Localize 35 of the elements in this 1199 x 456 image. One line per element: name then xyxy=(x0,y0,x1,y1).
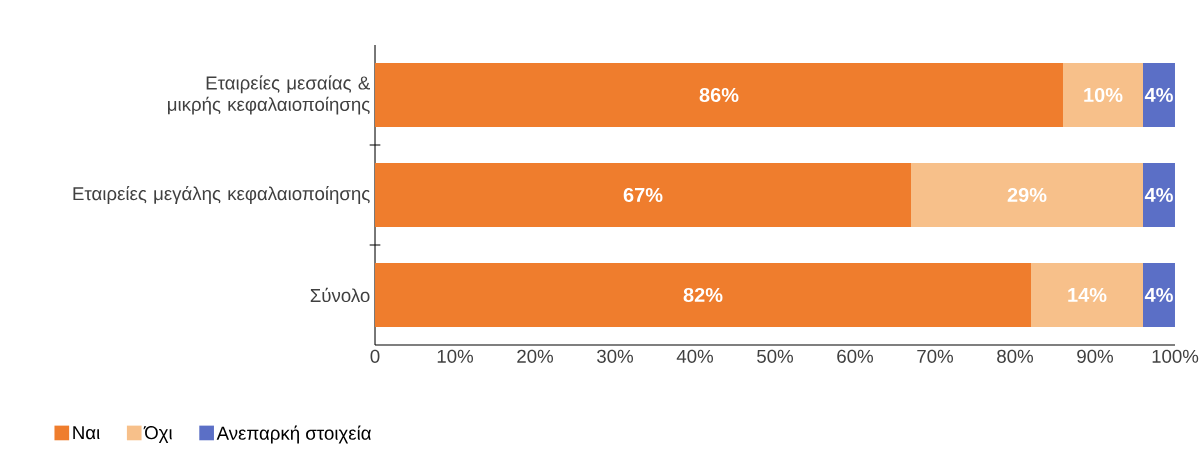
data-label: 4% xyxy=(1144,87,1173,103)
x-tick-label: 40% xyxy=(676,349,714,363)
x-tick-label: 80% xyxy=(997,349,1034,363)
data-label: 29% xyxy=(1007,187,1047,203)
data-label: 4% xyxy=(1144,187,1173,203)
legend-label: Ναι xyxy=(73,426,100,440)
bar xyxy=(375,262,1031,327)
bar xyxy=(1143,262,1175,327)
bar xyxy=(1063,62,1143,127)
x-tick-label: 10% xyxy=(437,349,474,363)
y-tick-label: Εταιρείες μεσαίας & μικρής κεφαλαιοποίησης xyxy=(168,75,370,115)
bar xyxy=(375,163,911,227)
x-tick-label: 100% xyxy=(1152,349,1199,363)
bar xyxy=(1143,163,1175,227)
bar xyxy=(375,62,1063,127)
y-tick-label: Εταιρείες μεγάλης κεφαλαιοποίησης xyxy=(73,186,370,204)
data-label: 67% xyxy=(623,187,663,203)
x-tick-label: 90% xyxy=(1077,349,1114,363)
x-tick-label: 60% xyxy=(837,349,874,363)
data-label: 14% xyxy=(1068,287,1107,303)
legend-label: Ανεπαρκή στοιχεία xyxy=(216,425,372,444)
bar xyxy=(911,163,1143,227)
x-tick-label: 0 xyxy=(370,349,380,363)
data-label: 10% xyxy=(1084,87,1123,103)
x-tick-label: 20% xyxy=(517,349,554,363)
x-tick-label: 70% xyxy=(917,349,954,363)
bar xyxy=(1143,62,1175,127)
data-label: 82% xyxy=(683,287,723,303)
x-tick-label: 50% xyxy=(757,349,794,363)
x-tick-label: 30% xyxy=(597,349,634,363)
data-label: 86% xyxy=(699,87,739,103)
data-label: 4% xyxy=(1144,287,1173,303)
y-tick-label: Σύνολο xyxy=(310,287,370,303)
legend-label: Όχι xyxy=(143,426,173,444)
bar xyxy=(1031,262,1143,327)
